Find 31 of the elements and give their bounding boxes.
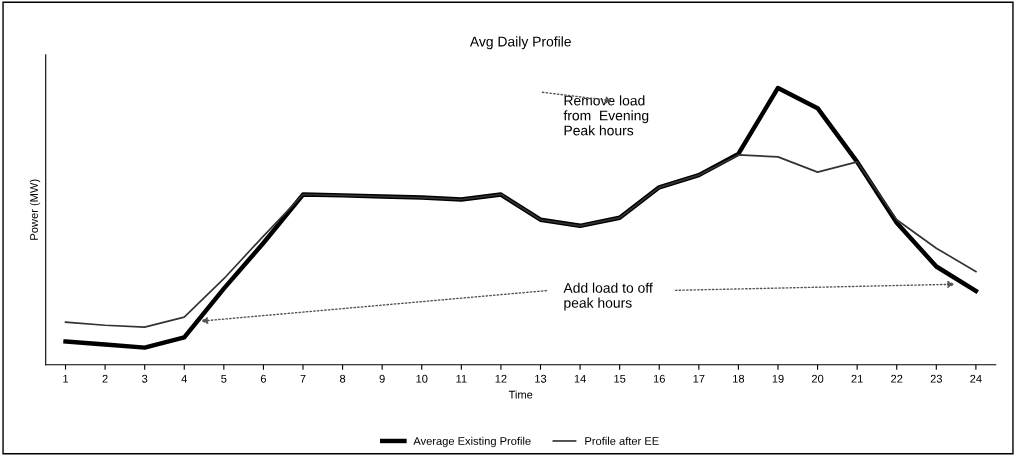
legend-label: Average Existing Profile: [413, 436, 531, 448]
x-tick-label: 10: [416, 374, 428, 383]
x-tick-label: 12: [495, 374, 507, 383]
x-tick-label: 11: [456, 374, 467, 383]
x-tick-label: 17: [693, 374, 705, 383]
chart-title: Avg Daily Profile: [469, 36, 571, 50]
x-tick-label: 18: [733, 374, 745, 383]
annotation: Remove load from Evening Peak hours: [563, 95, 649, 136]
x-tick-label: 8: [339, 374, 346, 383]
x-tick-label: 15: [614, 374, 626, 383]
x-tick-label: 23: [930, 374, 942, 383]
y-axis-title: Power (MW): [29, 179, 41, 240]
legend-label: Profile after EE: [585, 436, 659, 445]
x-tick-label: 9: [379, 374, 385, 383]
x-tick-label: 13: [535, 374, 547, 383]
x-tick-label: 16: [653, 374, 665, 383]
x-tick-label: 14: [574, 374, 586, 383]
x-tick-label: 20: [811, 374, 824, 383]
x-tick-label: 3: [142, 374, 148, 383]
x-tick-label: 2: [102, 374, 108, 383]
x-tick-label: 5: [221, 374, 227, 383]
x-axis-title: Time: [508, 390, 533, 399]
x-tick-label: 22: [891, 374, 903, 383]
annotation: Add load to off peak hours: [563, 282, 653, 311]
x-tick-label: 24: [970, 374, 982, 383]
x-tick-label: 6: [260, 374, 267, 383]
x-tick-label: 7: [300, 374, 306, 383]
x-tick-label: 21: [851, 374, 863, 383]
x-tick-label: 1: [63, 374, 69, 383]
x-tick-label: 4: [181, 374, 188, 383]
x-tick-label: 19: [772, 374, 784, 383]
